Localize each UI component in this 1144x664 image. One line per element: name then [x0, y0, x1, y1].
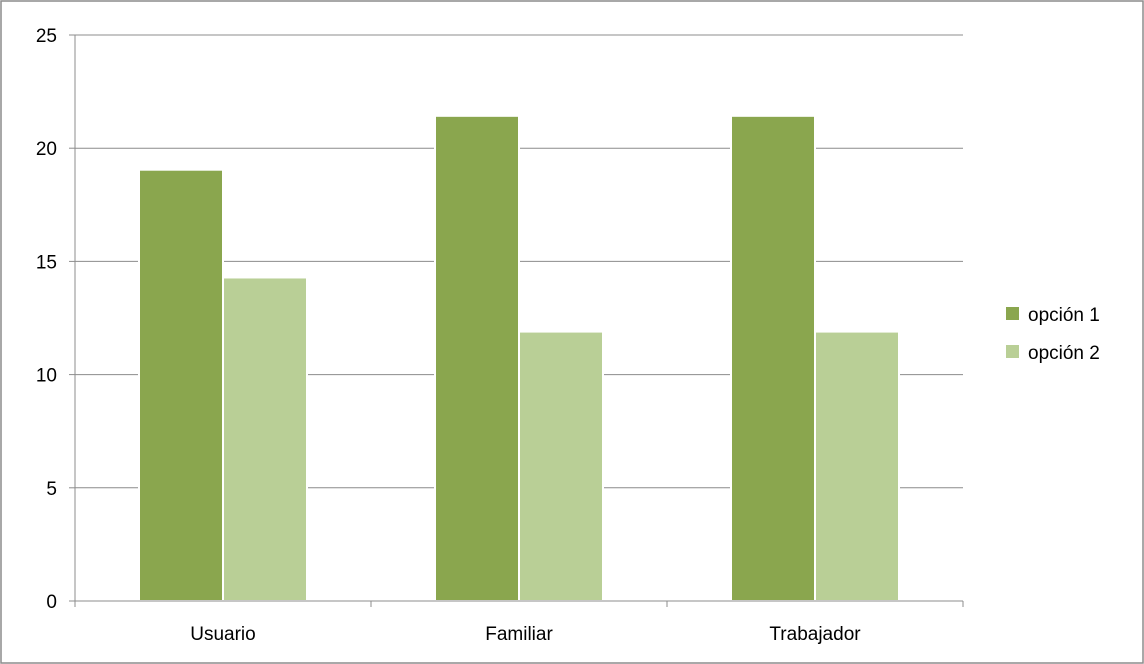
bar-1-familiar — [434, 114, 520, 602]
legend-label: opción 2 — [1028, 343, 1100, 364]
y-tick-label: 10 — [36, 366, 57, 387]
bar-1-usuario — [138, 168, 224, 602]
bar-2-usuario — [222, 276, 308, 602]
x-category-label: Trabajador — [769, 624, 861, 645]
bars — [138, 114, 900, 602]
y-tick-label: 0 — [46, 592, 57, 613]
bar-2-familiar — [518, 330, 604, 602]
legend-swatch — [1006, 307, 1019, 320]
x-category-labels: Usuario Familiar Trabajador — [190, 624, 861, 645]
legend-swatch — [1006, 345, 1019, 358]
bar-2-trabajador — [814, 330, 900, 602]
y-tick-label: 5 — [46, 479, 57, 500]
legend: opción 1 opción 2 — [1006, 305, 1100, 364]
x-category-label: Usuario — [190, 624, 255, 645]
x-category-label: Familiar — [485, 624, 553, 645]
y-tick-label: 20 — [36, 139, 57, 160]
y-tick-labels: 0 5 10 15 20 25 — [36, 26, 57, 613]
legend-label: opción 1 — [1028, 305, 1100, 326]
axes — [69, 34, 964, 607]
y-tick-label: 15 — [36, 252, 57, 273]
bar-1-trabajador — [730, 114, 816, 602]
y-tick-label: 25 — [36, 26, 57, 47]
